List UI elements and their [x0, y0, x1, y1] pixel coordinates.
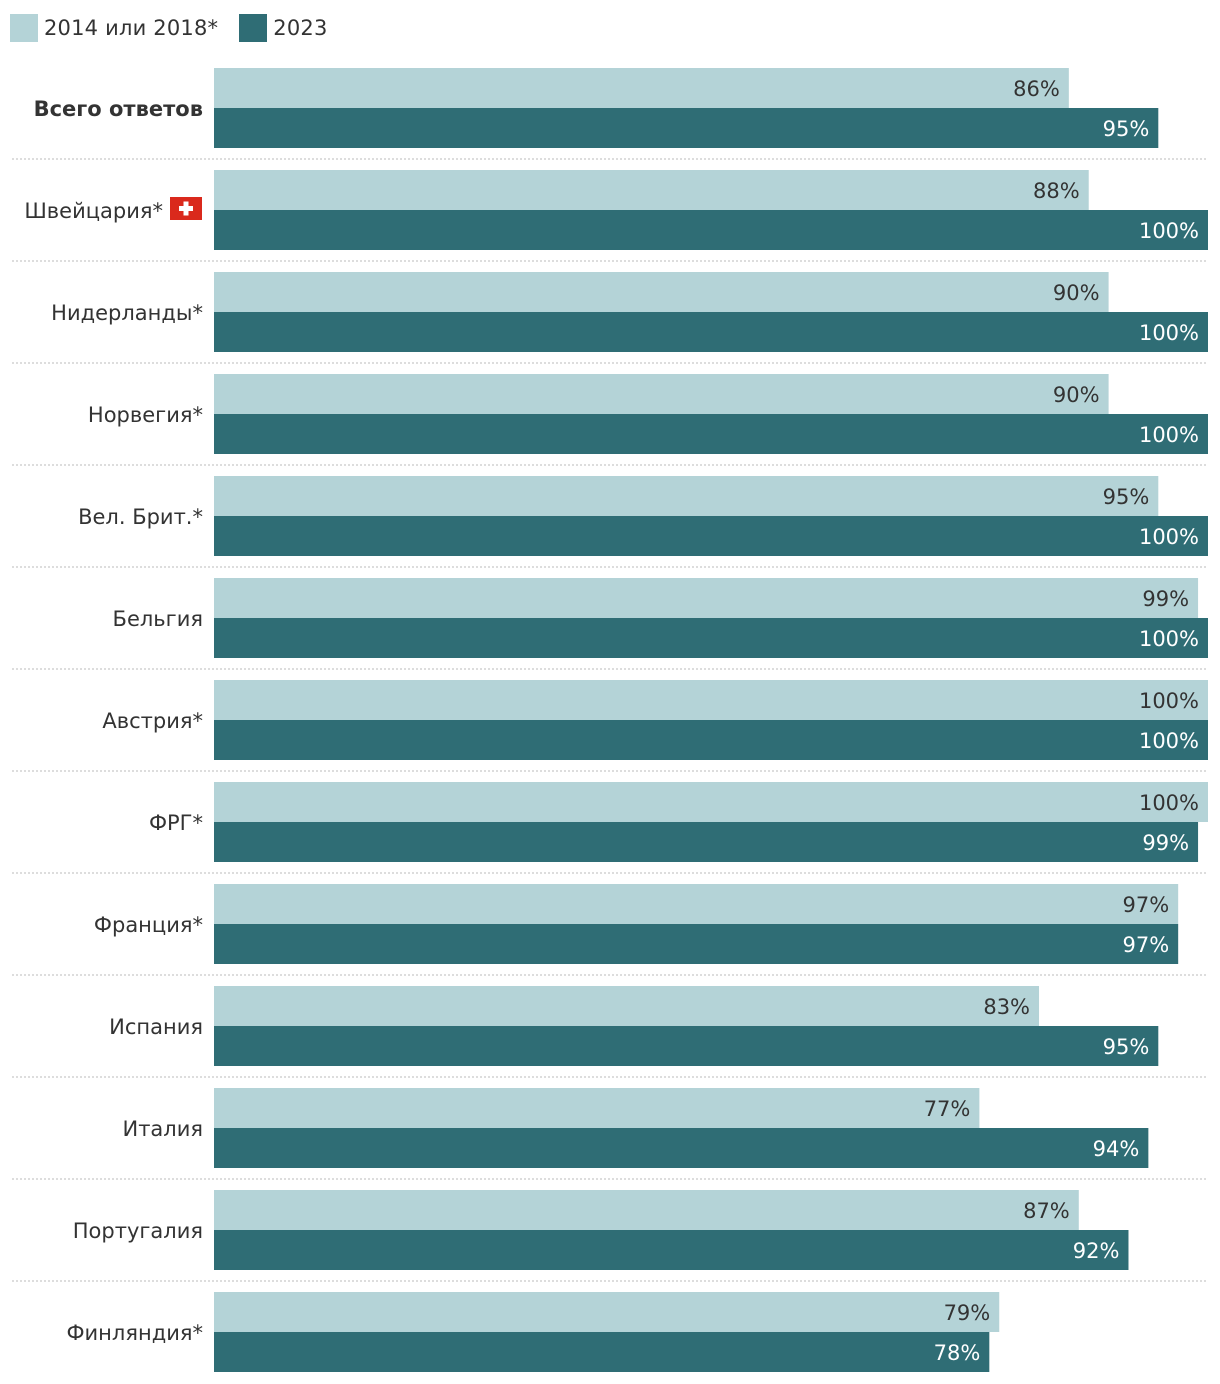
category-label: Испания [109, 1015, 203, 1039]
value-label-series-1: 95% [1103, 485, 1150, 509]
category-label: Вел. Брит.* [78, 505, 203, 529]
bar-series-1 [214, 986, 1040, 1026]
value-label-series-2: 99% [1142, 831, 1189, 855]
bar-series-1 [214, 170, 1089, 210]
category-label: Бельгия [113, 607, 203, 631]
bar-series-2 [214, 312, 1208, 352]
bar-series-1 [214, 1088, 980, 1128]
legend: 2014 или 2018* 2023 [10, 13, 349, 43]
value-label-series-1: 100% [1139, 791, 1199, 815]
bar-series-1 [214, 680, 1208, 720]
value-label-series-1: 97% [1122, 893, 1169, 917]
value-label-series-2: 100% [1139, 423, 1199, 447]
category-label: Франция* [94, 913, 203, 937]
value-label-series-2: 100% [1139, 627, 1199, 651]
category-label: Австрия* [102, 709, 203, 733]
flag-cross-vertical [183, 201, 189, 216]
bar-series-2 [214, 516, 1208, 556]
category-label: Швейцария* [24, 199, 163, 223]
bar-series-1 [214, 272, 1109, 312]
bar-series-1 [214, 578, 1199, 618]
category-label: Нидерланды* [51, 301, 203, 325]
legend-swatch-series-1 [10, 14, 38, 42]
value-label-series-1: 77% [924, 1097, 971, 1121]
bar-series-2 [214, 108, 1159, 148]
bar-series-2 [214, 618, 1208, 658]
bar-series-1 [214, 374, 1109, 414]
value-label-series-2: 95% [1103, 117, 1150, 141]
value-label-series-1: 90% [1053, 281, 1100, 305]
bar-series-2 [214, 1230, 1129, 1270]
value-label-series-2: 95% [1103, 1035, 1150, 1059]
bar-series-2 [214, 1026, 1159, 1066]
bar-series-1 [214, 1190, 1079, 1230]
bar-series-1 [214, 476, 1159, 516]
legend-label-series-1: 2014 или 2018* [44, 16, 219, 40]
category-label: ФРГ* [149, 811, 203, 835]
value-label-series-1: 100% [1139, 689, 1199, 713]
bar-series-1 [214, 1292, 1000, 1332]
bar-series-2 [214, 822, 1199, 862]
bar-series-2 [214, 924, 1179, 964]
legend-swatch-series-2 [239, 14, 268, 42]
swiss-flag-icon [170, 197, 202, 220]
legend-label-series-2: 2023 [273, 16, 328, 40]
value-label-series-1: 79% [944, 1301, 991, 1325]
bar-series-1 [214, 68, 1069, 108]
category-label: Норвегия* [88, 403, 203, 427]
category-label: Португалия [73, 1219, 203, 1243]
legend-item-series-1: 2014 или 2018* [10, 14, 218, 42]
value-label-series-1: 90% [1053, 383, 1100, 407]
bar-series-1 [214, 782, 1208, 822]
value-label-series-1: 83% [983, 995, 1030, 1019]
legend-item-series-2: 2023 [239, 14, 327, 42]
value-label-series-2: 100% [1139, 321, 1199, 345]
bar-series-2 [214, 1128, 1149, 1168]
value-label-series-2: 78% [934, 1341, 981, 1365]
value-label-series-1: 88% [1033, 179, 1080, 203]
value-label-series-1: 87% [1023, 1199, 1070, 1223]
bar-series-2 [214, 414, 1208, 454]
value-label-series-2: 100% [1139, 729, 1199, 753]
value-label-series-1: 99% [1142, 587, 1189, 611]
category-label: Всего ответов [34, 97, 203, 121]
value-label-series-2: 100% [1139, 219, 1199, 243]
value-label-series-2: 92% [1073, 1239, 1120, 1263]
value-label-series-2: 94% [1093, 1137, 1140, 1161]
value-label-series-2: 97% [1122, 933, 1169, 957]
value-label-series-1: 86% [1013, 77, 1060, 101]
bar-series-2 [214, 1332, 990, 1372]
category-label: Финляндия* [66, 1321, 203, 1345]
bar-series-1 [214, 884, 1179, 924]
category-label: Италия [122, 1117, 203, 1141]
bar-series-2 [214, 720, 1208, 760]
value-label-series-2: 100% [1139, 525, 1199, 549]
bar-series-2 [214, 210, 1208, 250]
